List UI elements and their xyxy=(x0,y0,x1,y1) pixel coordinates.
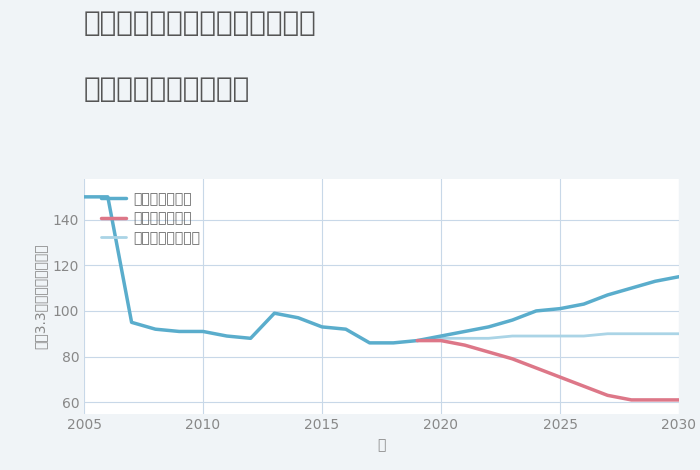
バッドシナリオ xyxy=(556,374,564,380)
Line: グッドシナリオ: グッドシナリオ xyxy=(84,197,679,343)
グッドシナリオ xyxy=(127,320,136,325)
バッドシナリオ xyxy=(413,338,421,344)
グッドシナリオ xyxy=(675,274,683,280)
Y-axis label: 坪（3.3㎡）単価（万円）: 坪（3.3㎡）単価（万円） xyxy=(33,243,47,349)
ノーマルシナリオ xyxy=(484,336,493,341)
バッドシナリオ xyxy=(651,397,659,403)
バッドシナリオ xyxy=(461,342,469,348)
バッドシナリオ xyxy=(675,397,683,403)
グッドシナリオ xyxy=(651,278,659,284)
グッドシナリオ xyxy=(437,333,445,339)
グッドシナリオ xyxy=(318,324,326,330)
ノーマルシナリオ xyxy=(413,338,421,344)
グッドシナリオ xyxy=(461,329,469,334)
バッドシナリオ xyxy=(580,384,588,389)
バッドシナリオ xyxy=(437,338,445,344)
ノーマルシナリオ xyxy=(437,336,445,341)
ノーマルシナリオ xyxy=(603,331,612,337)
ノーマルシナリオ xyxy=(580,333,588,339)
グッドシナリオ xyxy=(80,194,88,200)
Line: バッドシナリオ: バッドシナリオ xyxy=(417,341,679,400)
グッドシナリオ xyxy=(556,306,564,312)
グッドシナリオ xyxy=(223,333,231,339)
グッドシナリオ xyxy=(508,317,517,323)
グッドシナリオ xyxy=(365,340,374,346)
グッドシナリオ xyxy=(246,336,255,341)
グッドシナリオ xyxy=(627,285,636,291)
グッドシナリオ xyxy=(413,338,421,344)
グッドシナリオ xyxy=(151,326,160,332)
バッドシナリオ xyxy=(508,356,517,361)
バッドシナリオ xyxy=(627,397,636,403)
ノーマルシナリオ xyxy=(627,331,636,337)
Text: 福岡県北九州市門司区庄司町の: 福岡県北九州市門司区庄司町の xyxy=(84,9,316,38)
バッドシナリオ xyxy=(532,365,540,371)
グッドシナリオ xyxy=(532,308,540,314)
バッドシナリオ xyxy=(603,392,612,398)
グッドシナリオ xyxy=(484,324,493,330)
グッドシナリオ xyxy=(294,315,302,321)
グッドシナリオ xyxy=(104,194,112,200)
ノーマルシナリオ xyxy=(532,333,540,339)
グッドシナリオ xyxy=(175,329,183,334)
Legend: グッドシナリオ, バッドシナリオ, ノーマルシナリオ: グッドシナリオ, バッドシナリオ, ノーマルシナリオ xyxy=(97,188,204,250)
ノーマルシナリオ xyxy=(508,333,517,339)
ノーマルシナリオ xyxy=(651,331,659,337)
グッドシナリオ xyxy=(199,329,207,334)
ノーマルシナリオ xyxy=(675,331,683,337)
ノーマルシナリオ xyxy=(556,333,564,339)
Line: ノーマルシナリオ: ノーマルシナリオ xyxy=(417,334,679,341)
グッドシナリオ xyxy=(270,310,279,316)
Text: 中古戸建ての価格推移: 中古戸建ての価格推移 xyxy=(84,75,251,103)
バッドシナリオ xyxy=(484,349,493,355)
ノーマルシナリオ xyxy=(461,336,469,341)
グッドシナリオ xyxy=(603,292,612,298)
グッドシナリオ xyxy=(389,340,398,346)
X-axis label: 年: 年 xyxy=(377,438,386,452)
グッドシナリオ xyxy=(580,301,588,307)
グッドシナリオ xyxy=(342,326,350,332)
